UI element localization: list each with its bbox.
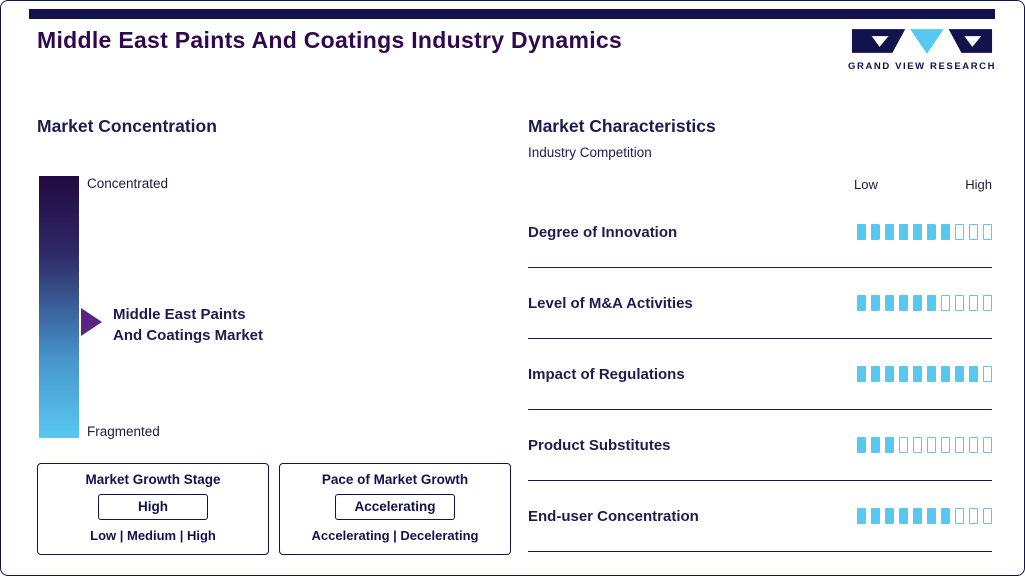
rating-segment-filled bbox=[969, 366, 978, 382]
rating-segment-empty bbox=[941, 295, 950, 311]
rating-segment-empty bbox=[927, 437, 936, 453]
rating-segment-filled bbox=[871, 508, 880, 524]
growth-stage-options: Low | Medium | High bbox=[90, 528, 216, 543]
characteristic-row: Degree of Innovation bbox=[528, 197, 992, 268]
rating-segment-filled bbox=[913, 224, 922, 240]
rating-segment-filled bbox=[941, 366, 950, 382]
characteristic-label: Impact of Regulations bbox=[528, 365, 685, 383]
rating-segment-empty bbox=[983, 295, 992, 311]
rating-segment-filled bbox=[857, 224, 866, 240]
rating-segment-empty bbox=[969, 224, 978, 240]
rating-segment-filled bbox=[955, 366, 964, 382]
rating-segment-filled bbox=[885, 295, 894, 311]
top-accent-bar bbox=[29, 9, 995, 19]
rating-segment-filled bbox=[927, 295, 936, 311]
scale-high-label: High bbox=[965, 177, 992, 192]
market-position-label-line1: Middle East Paints bbox=[113, 306, 246, 323]
rating-segment-empty bbox=[955, 224, 964, 240]
market-concentration-heading: Market Concentration bbox=[37, 116, 217, 136]
market-position-arrow-icon bbox=[81, 308, 102, 336]
rating-segment-filled bbox=[899, 366, 908, 382]
characteristic-label: Product Substitutes bbox=[528, 436, 671, 454]
rating-segment-filled bbox=[941, 224, 950, 240]
page-title: Middle East Paints And Coatings Industry… bbox=[37, 27, 623, 53]
rating-segment-empty bbox=[955, 295, 964, 311]
rating-segment-empty bbox=[983, 224, 992, 240]
rating-segment-filled bbox=[857, 366, 866, 382]
brand-logo: GRAND VIEW RESEARCH bbox=[848, 25, 996, 72]
market-growth-stage-box: Market Growth Stage High Low | Medium | … bbox=[37, 463, 269, 555]
rating-segment-filled bbox=[899, 224, 908, 240]
rating-segment-filled bbox=[927, 224, 936, 240]
rating-segment-empty bbox=[969, 437, 978, 453]
rating-segment-filled bbox=[871, 295, 880, 311]
rating-segment-filled bbox=[857, 437, 866, 453]
rating-segment-filled bbox=[899, 508, 908, 524]
rating-segment-filled bbox=[857, 508, 866, 524]
pace-of-growth-box: Pace of Market Growth Accelerating Accel… bbox=[279, 463, 511, 555]
rating-bar bbox=[857, 224, 992, 240]
rating-segment-filled bbox=[871, 224, 880, 240]
concentrated-label: Concentrated bbox=[87, 176, 169, 191]
brand-logo-mark bbox=[851, 29, 993, 54]
industry-competition-subheading: Industry Competition bbox=[528, 145, 652, 160]
characteristics-list: Degree of Innovation Level of M&A Activit… bbox=[528, 197, 992, 552]
rating-segment-filled bbox=[871, 437, 880, 453]
rating-segment-empty bbox=[913, 437, 922, 453]
rating-segment-filled bbox=[871, 366, 880, 382]
fragmented-label: Fragmented bbox=[87, 424, 160, 439]
market-characteristics-heading: Market Characteristics bbox=[528, 116, 716, 136]
characteristic-row: Level of M&A Activities bbox=[528, 268, 992, 339]
market-position-label: Middle East Paints And Coatings Market bbox=[113, 304, 263, 346]
rating-segment-filled bbox=[927, 508, 936, 524]
rating-segment-filled bbox=[913, 295, 922, 311]
rating-segment-filled bbox=[885, 437, 894, 453]
rating-segment-filled bbox=[885, 366, 894, 382]
rating-segment-filled bbox=[913, 366, 922, 382]
rating-bar bbox=[857, 295, 992, 311]
brand-logo-text: GRAND VIEW RESEARCH bbox=[848, 61, 997, 72]
rating-bar bbox=[857, 366, 992, 382]
characteristic-row: End-user Concentration bbox=[528, 481, 992, 552]
rating-segment-empty bbox=[899, 437, 908, 453]
rating-segment-empty bbox=[983, 366, 992, 382]
rating-segment-filled bbox=[913, 508, 922, 524]
rating-segment-empty bbox=[969, 295, 978, 311]
rating-segment-filled bbox=[885, 508, 894, 524]
characteristic-label: Degree of Innovation bbox=[528, 223, 678, 241]
rating-segment-filled bbox=[885, 224, 894, 240]
characteristic-label: Level of M&A Activities bbox=[528, 294, 693, 312]
rating-bar bbox=[857, 508, 992, 524]
rating-segment-empty bbox=[983, 508, 992, 524]
concentration-gradient-bar bbox=[39, 176, 79, 438]
rating-segment-empty bbox=[983, 437, 992, 453]
scale-low-label: Low bbox=[854, 177, 878, 192]
rating-segment-filled bbox=[941, 508, 950, 524]
characteristic-row: Impact of Regulations bbox=[528, 339, 992, 410]
rating-segment-filled bbox=[927, 366, 936, 382]
rating-segment-filled bbox=[899, 295, 908, 311]
rating-segment-filled bbox=[857, 295, 866, 311]
characteristic-row: Product Substitutes bbox=[528, 410, 992, 481]
rating-bar bbox=[857, 437, 992, 453]
rating-segment-empty bbox=[955, 437, 964, 453]
rating-segment-empty bbox=[969, 508, 978, 524]
pace-of-growth-title: Pace of Market Growth bbox=[321, 472, 469, 487]
rating-scale-labels: Low High bbox=[854, 177, 992, 192]
pace-of-growth-options: Accelerating | Decelerating bbox=[311, 528, 479, 543]
rating-segment-empty bbox=[955, 508, 964, 524]
characteristic-label: End-user Concentration bbox=[528, 507, 699, 525]
pace-of-growth-value: Accelerating bbox=[335, 494, 455, 520]
growth-stage-value: High bbox=[98, 494, 208, 520]
market-position-label-line2: And Coatings Market bbox=[113, 327, 264, 344]
rating-segment-empty bbox=[941, 437, 950, 453]
growth-stage-title: Market Growth Stage bbox=[85, 472, 221, 487]
